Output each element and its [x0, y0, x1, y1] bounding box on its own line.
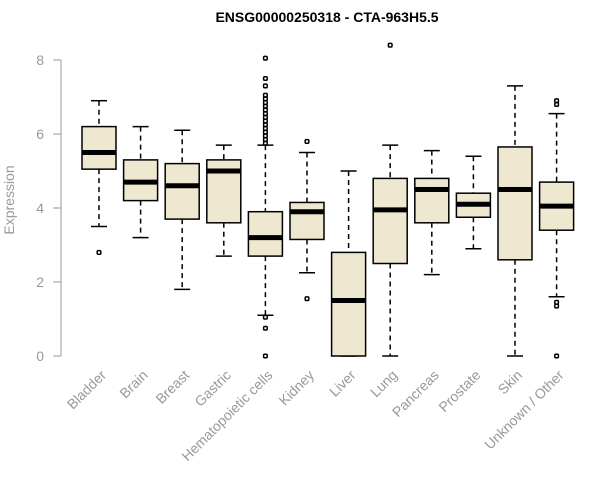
box-unknown-other — [538, 98, 575, 359]
outlier-point — [554, 299, 560, 305]
box-prostate — [455, 155, 492, 250]
box-lung — [372, 42, 408, 357]
iqr-box — [330, 251, 367, 357]
box-skin — [497, 85, 533, 357]
outlier-point — [262, 325, 268, 331]
box-pancreas — [414, 149, 450, 276]
box-liver — [330, 170, 367, 357]
outlier-point — [262, 353, 268, 359]
x-tick-label: Breast — [152, 367, 192, 407]
box-hematopoietic-cells — [247, 55, 284, 359]
iqr-box — [247, 210, 284, 257]
outlier-point — [554, 98, 560, 104]
outlier-point — [304, 138, 310, 144]
iqr-box — [289, 201, 325, 241]
outlier-point — [262, 83, 268, 89]
iqr-box — [81, 125, 117, 170]
y-axis: 0 2 4 6 8 — [36, 52, 62, 364]
outlier-point — [387, 42, 393, 48]
box-breast — [164, 129, 200, 291]
y-tick-label: 6 — [36, 126, 44, 142]
box-gastric — [206, 144, 242, 257]
box-bladder — [81, 99, 117, 255]
x-tick-label: Prostate — [435, 367, 483, 415]
x-tick-label: Unknown / Other — [481, 367, 567, 453]
outlier-point — [554, 353, 560, 359]
x-tick-label: Lung — [367, 367, 400, 400]
chart-title: ENSG00000250318 - CTA-963H5.5 — [215, 9, 438, 25]
outlier-point — [262, 75, 268, 82]
boxes-group — [81, 42, 575, 359]
y-tick-label: 0 — [36, 348, 44, 364]
y-tick-label: 2 — [36, 274, 44, 290]
box-kidney — [289, 138, 325, 302]
outlier-point — [262, 55, 268, 61]
outlier-point — [304, 296, 310, 302]
x-tick-label: Kidney — [276, 367, 318, 409]
outlier-point — [262, 92, 268, 98]
x-tick-label: Brain — [116, 367, 150, 401]
y-tick-label: 8 — [36, 52, 44, 68]
iqr-box — [497, 146, 533, 261]
iqr-box — [372, 177, 408, 265]
iqr-box — [414, 177, 450, 224]
y-axis-label: Expression — [1, 165, 17, 234]
outlier-point — [96, 249, 102, 255]
x-tick-label: Liver — [326, 367, 359, 400]
box-brain — [122, 125, 159, 239]
y-tick-label: 4 — [36, 200, 44, 216]
outlier-point — [262, 314, 268, 320]
iqr-box — [164, 162, 200, 220]
x-tick-label: Bladder — [64, 367, 110, 413]
x-tick-label: Skin — [495, 367, 526, 398]
